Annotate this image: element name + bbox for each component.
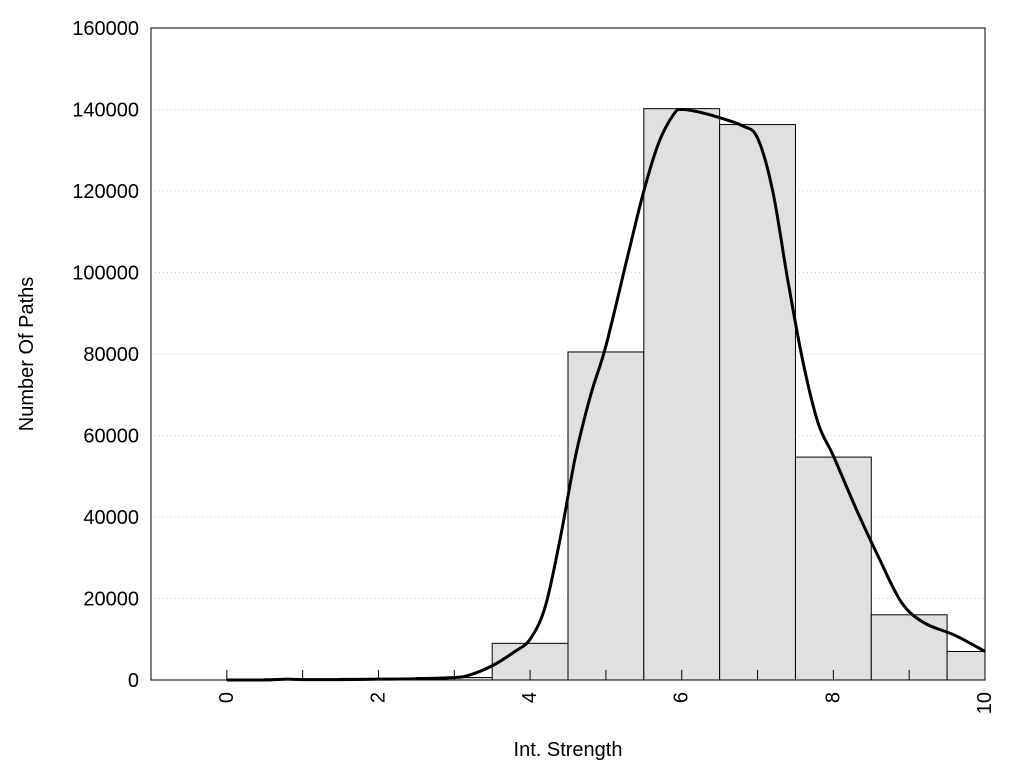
bar (643, 108, 721, 681)
bar (567, 351, 645, 681)
y-tick-label: 120000 (72, 181, 139, 203)
bar-series (264, 108, 986, 681)
bar (870, 614, 948, 681)
y-axis-ticks: 0 20000 40000 60000 80000 100000 120000 140000 1… (72, 18, 139, 692)
x-tick-label: 2 (367, 692, 389, 703)
x-axis-ticks: 0 2 4 6 8 10 (216, 670, 996, 714)
x-tick-label: 10 (974, 692, 996, 714)
x-tick-label: 6 (671, 692, 693, 703)
x-axis-label: Int. Strength (514, 739, 623, 761)
y-tick-label: 0 (128, 670, 139, 692)
y-tick-label: 60000 (83, 426, 139, 448)
y-tick-label: 140000 (72, 100, 139, 122)
bar (946, 650, 986, 681)
bar (794, 456, 872, 681)
y-tick-label: 100000 (72, 263, 139, 285)
plot-frame (150, 27, 986, 681)
x-tick-label: 4 (519, 692, 541, 703)
bar (719, 124, 796, 681)
curve-line (226, 107, 986, 682)
y-tick-label: 40000 (83, 507, 139, 529)
x-tick-label: 8 (822, 692, 844, 703)
density-curve (226, 107, 986, 682)
y-axis-label: Number Of Paths (16, 277, 38, 432)
y-tick-label: 20000 (83, 589, 139, 611)
y-tick-label: 160000 (72, 18, 139, 40)
y-tick-label: 80000 (83, 344, 139, 366)
x-tick-label: 0 (216, 692, 238, 703)
